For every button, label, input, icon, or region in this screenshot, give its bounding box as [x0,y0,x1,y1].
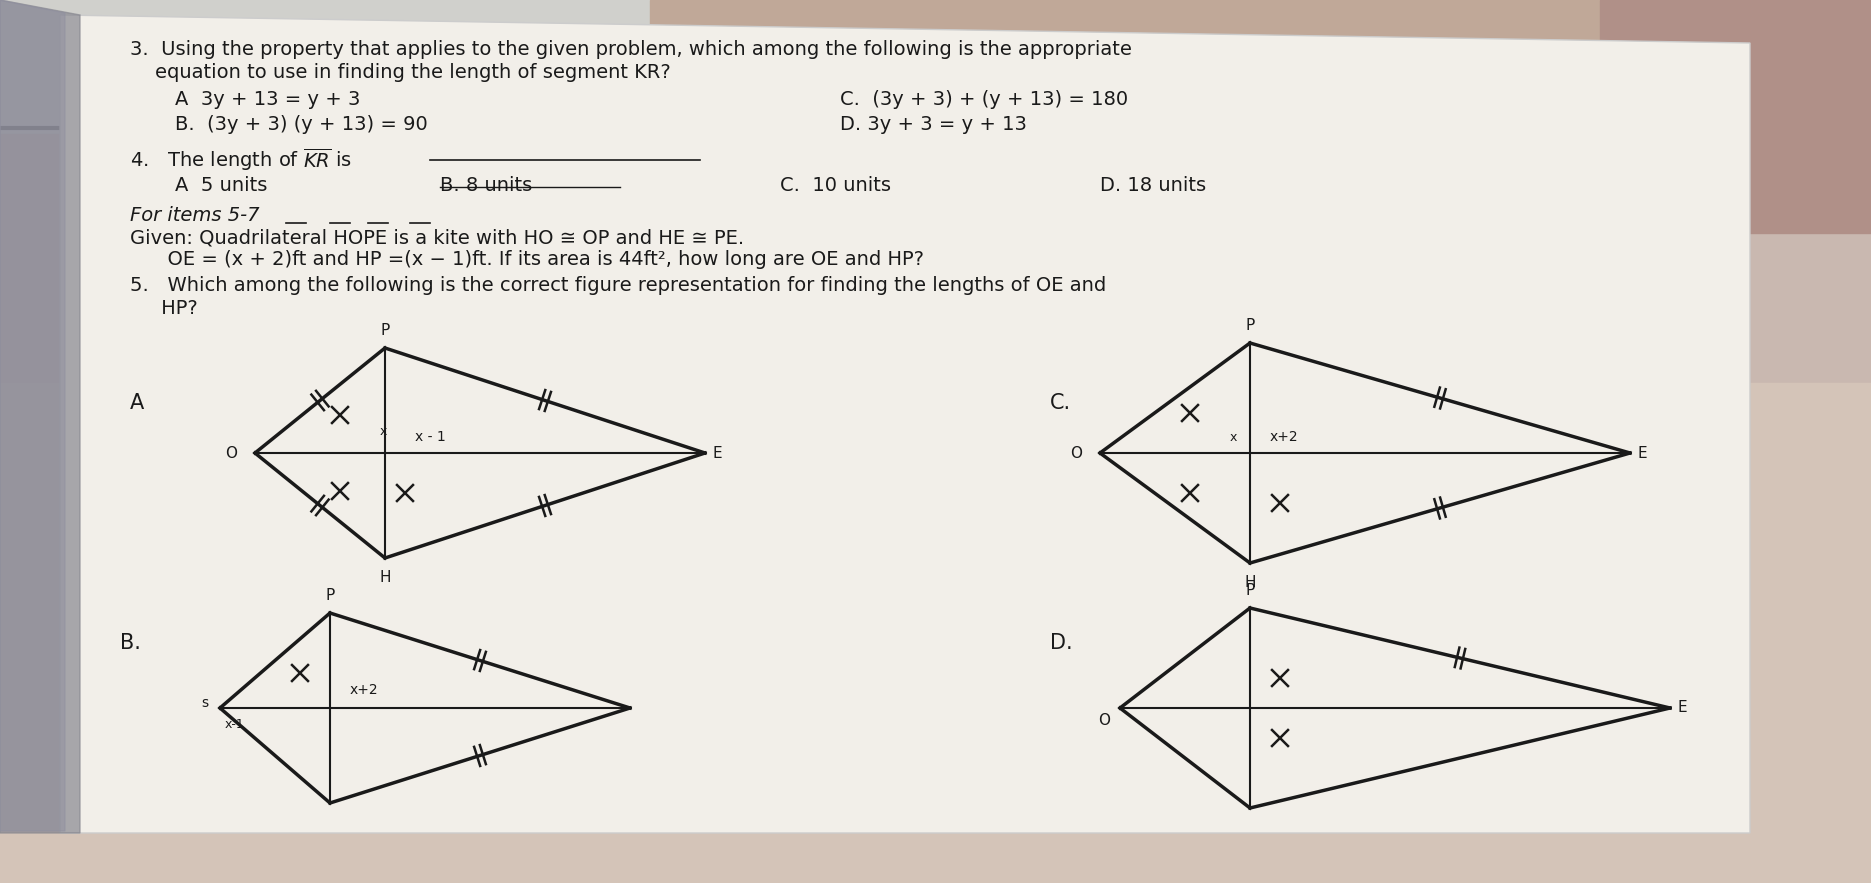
Polygon shape [1600,0,1871,233]
Text: x - 1: x - 1 [415,430,445,444]
Polygon shape [0,0,1871,383]
Text: E: E [1637,446,1648,461]
Text: 3.  Using the property that applies to the given problem, which among the follow: 3. Using the property that applies to th… [129,40,1132,59]
Text: OE = (x + 2)ft and HP =(x − 1)ft. If its area is 44ft², how long are OE and HP?: OE = (x + 2)ft and HP =(x − 1)ft. If its… [129,250,924,269]
Text: C.  (3y + 3) + (y + 13) = 180: C. (3y + 3) + (y + 13) = 180 [840,90,1128,109]
Text: s: s [200,696,208,710]
Polygon shape [0,0,700,133]
Text: C.: C. [1050,393,1070,413]
Text: H: H [380,570,391,585]
Text: 5.   Which among the following is the correct figure representation for finding : 5. Which among the following is the corr… [129,276,1106,295]
Polygon shape [649,0,1871,183]
Polygon shape [0,0,80,833]
Text: x-1: x-1 [225,718,245,731]
Polygon shape [60,15,1749,833]
Text: A  5 units: A 5 units [176,176,268,195]
Text: P: P [326,588,335,603]
Text: x: x [1229,431,1237,444]
Text: Given: Quadrilateral HOPE is a kite with HO ≅ OP and HE ≅ PE.: Given: Quadrilateral HOPE is a kite with… [129,228,745,247]
Text: E: E [713,446,722,461]
Text: H: H [1244,575,1255,590]
Text: 4.   The length of $\overline{KR}$ is: 4. The length of $\overline{KR}$ is [129,146,352,173]
Polygon shape [0,383,1871,883]
Text: B. 8 units: B. 8 units [440,176,531,195]
Text: For items 5-7: For items 5-7 [129,206,260,225]
Polygon shape [0,0,65,831]
Text: O: O [1098,713,1110,728]
Text: x+2: x+2 [1270,430,1298,444]
Text: D. 18 units: D. 18 units [1100,176,1207,195]
Text: P: P [1246,318,1255,333]
Text: O: O [1070,446,1081,461]
Text: O: O [225,446,238,461]
Text: D.: D. [1050,633,1072,653]
Text: x: x [380,425,387,438]
Text: D. 3y + 3 = y + 13: D. 3y + 3 = y + 13 [840,115,1027,134]
Text: P: P [380,323,389,338]
Text: x+2: x+2 [350,683,378,697]
Text: A  3y + 13 = y + 3: A 3y + 13 = y + 3 [176,90,361,109]
Text: E: E [1678,700,1688,715]
Text: A: A [129,393,144,413]
Text: C.  10 units: C. 10 units [780,176,891,195]
Text: B.: B. [120,633,140,653]
Text: HP?: HP? [129,299,198,318]
Text: equation to use in finding the length of segment KR?: equation to use in finding the length of… [129,63,670,82]
Text: B.  (3y + 3) (y + 13) = 90: B. (3y + 3) (y + 13) = 90 [176,115,428,134]
Text: P: P [1246,583,1255,598]
